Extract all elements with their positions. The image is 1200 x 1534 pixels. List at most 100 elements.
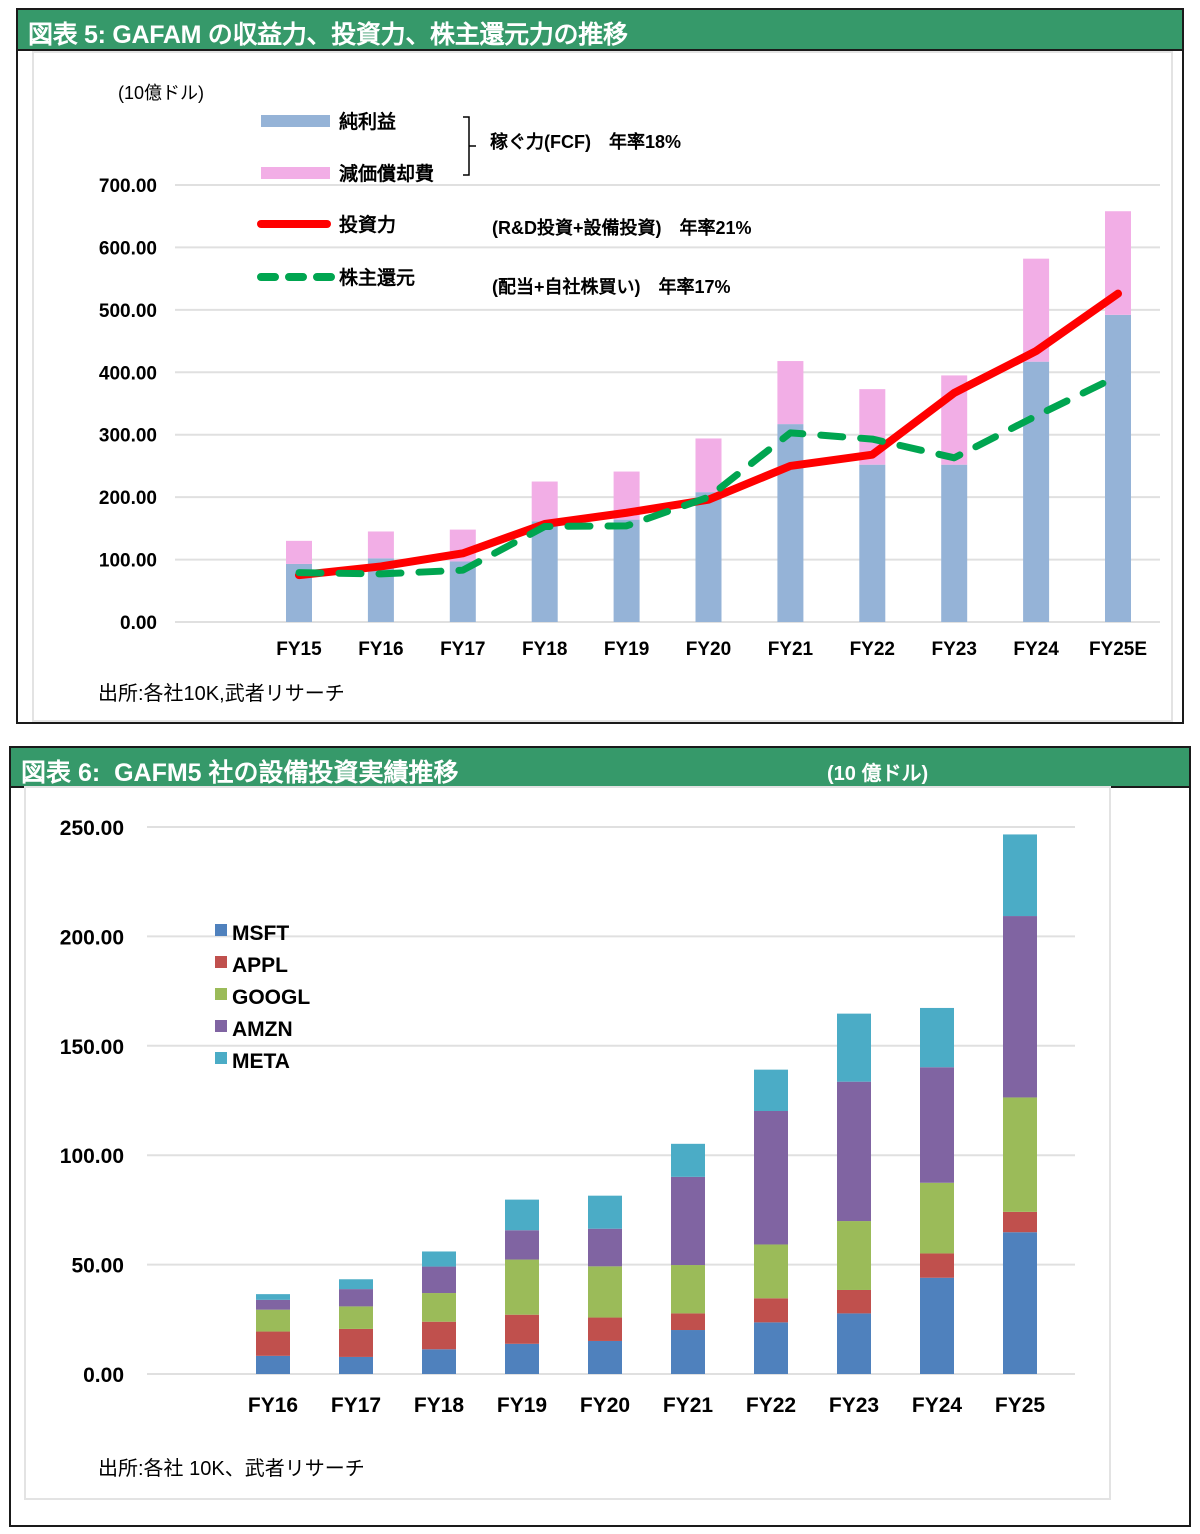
figure6-unit-label: (10 億ドル)	[827, 763, 929, 785]
y-tick-label: 100.00	[60, 1145, 124, 1168]
bar-googl-fy25	[1003, 1097, 1037, 1212]
bar-meta-fy20	[588, 1195, 622, 1229]
x-tick-label: FY15	[276, 639, 322, 660]
y-tick-label: 200.00	[60, 926, 124, 949]
figure5-source: 出所:各社10K,武者リサーチ	[98, 682, 345, 705]
bar-msft-fy19	[505, 1343, 539, 1374]
bar-amzn-fy16	[256, 1299, 290, 1310]
legend-label-investment: 投資力	[339, 213, 396, 236]
figure5-header: 図表 5: GAFAM の収益力、投資力、株主還元力の推移	[18, 10, 1182, 51]
legend-label-msft: MSFT	[232, 922, 289, 945]
bar-googl-fy24	[920, 1182, 954, 1254]
bar-net-income-fy19	[613, 519, 640, 622]
x-tick-label: FY23	[931, 639, 976, 660]
bar-appl-fy19	[505, 1314, 539, 1344]
y-tick-label: 500.00	[99, 301, 157, 322]
legend-label-appl: APPL	[232, 954, 288, 977]
figure6-chart-frame	[24, 786, 1111, 1500]
bar-msft-fy21	[671, 1330, 705, 1374]
x-tick-label: FY22	[746, 1394, 796, 1417]
y-tick-label: 50.00	[71, 1255, 124, 1278]
bar-appl-fy25	[1003, 1211, 1037, 1233]
x-tick-label: FY17	[440, 639, 485, 660]
bar-googl-fy18	[422, 1293, 456, 1322]
legend-swatch-net-income	[261, 115, 330, 127]
bar-googl-fy21	[671, 1265, 705, 1314]
x-tick-label: FY22	[850, 639, 895, 660]
legend-swatch-amzn	[215, 1020, 227, 1032]
y-tick-label: 250.00	[60, 817, 124, 840]
bar-meta-fy22	[754, 1069, 788, 1112]
x-tick-label: FY25	[995, 1394, 1046, 1417]
legend-fcf-note: 稼ぐ力(FCF) 年率18%	[490, 131, 681, 152]
x-tick-label: FY18	[414, 1394, 465, 1417]
figure5-chart-frame	[32, 51, 1173, 722]
bar-googl-fy16	[256, 1309, 290, 1332]
bar-amzn-fy21	[671, 1176, 705, 1266]
bar-depreciation-fy21	[777, 361, 804, 425]
bar-amzn-fy24	[920, 1067, 954, 1183]
x-tick-label: FY20	[580, 1394, 630, 1417]
legend-investment-note: (R&D投資+設備投資) 年率21%	[492, 217, 752, 238]
legend-label-amzn: AMZN	[232, 1018, 293, 1041]
legend-shareholder-return-note: (配当+自社株買い) 年率17%	[492, 276, 731, 297]
bar-amzn-fy22	[754, 1111, 788, 1245]
figure6-source: 出所:各社 10K、武者リサーチ	[98, 1457, 365, 1480]
figure6-header: 図表 6: GAFM5 社の設備投資実績推移 (10 億ドル)	[11, 748, 1189, 788]
y-tick-label: 300.00	[99, 426, 157, 447]
bar-appl-fy21	[671, 1313, 705, 1331]
y-tick-label: 200.00	[99, 488, 157, 509]
bar-amzn-fy20	[588, 1228, 622, 1267]
bar-msft-fy25	[1003, 1232, 1037, 1374]
bar-appl-fy22	[754, 1298, 788, 1323]
bar-meta-fy23	[837, 1013, 871, 1082]
bar-msft-fy17	[339, 1356, 373, 1374]
bar-msft-fy20	[588, 1340, 622, 1374]
y-tick-label: 700.00	[99, 176, 157, 197]
bar-googl-fy19	[505, 1259, 539, 1315]
bar-meta-fy19	[505, 1199, 539, 1231]
bar-appl-fy20	[588, 1317, 622, 1341]
bar-amzn-fy25	[1003, 916, 1037, 1098]
y-tick-label: 0.00	[120, 613, 157, 634]
legend-label-meta: META	[232, 1050, 290, 1073]
y-tick-label: 600.00	[99, 238, 157, 259]
bar-googl-fy23	[837, 1221, 871, 1290]
x-tick-label: FY16	[248, 1394, 298, 1417]
bar-meta-fy24	[920, 1007, 954, 1068]
bar-net-income-fy22	[859, 464, 886, 622]
bar-amzn-fy18	[422, 1266, 456, 1294]
legend-label-shareholder-return: 株主還元	[339, 266, 415, 289]
legend-swatch-googl	[215, 988, 227, 1000]
figure6-legend: MSFT APPL GOOGL AMZN META	[215, 922, 310, 1073]
legend-label-net-income: 純利益	[339, 110, 396, 133]
bar-net-income-fy18	[531, 521, 558, 622]
legend-swatch-depreciation	[261, 167, 330, 179]
bar-appl-fy18	[422, 1321, 456, 1350]
bar-depreciation-fy15	[286, 540, 312, 564]
bar-net-income-fy21	[777, 424, 804, 622]
figure5-title: 図表 5: GAFAM の収益力、投資力、株主還元力の推移	[28, 21, 628, 49]
bar-meta-fy18	[422, 1251, 456, 1267]
y-tick-label: 150.00	[60, 1036, 124, 1059]
bar-appl-fy16	[256, 1331, 290, 1356]
bar-msft-fy18	[422, 1349, 456, 1374]
bar-amzn-fy17	[339, 1289, 373, 1307]
legend-label-googl: GOOGL	[232, 986, 310, 1009]
legend-bracket	[463, 116, 476, 176]
bar-depreciation-fy20	[695, 438, 722, 493]
bar-depreciation-fy16	[367, 531, 394, 559]
figure5-legend: 純利益 減価償却費 稼ぐ力(FCF) 年率18% 投資力 (R&D投資+設備投資…	[257, 110, 752, 297]
bar-msft-fy23	[837, 1313, 871, 1374]
x-tick-label: FY23	[829, 1394, 879, 1417]
x-tick-label: FY16	[358, 639, 403, 660]
bar-googl-fy20	[588, 1266, 622, 1318]
bar-googl-fy17	[339, 1306, 373, 1329]
x-tick-label: FY24	[912, 1394, 963, 1417]
x-tick-label: FY19	[497, 1394, 547, 1417]
x-tick-label: FY21	[663, 1394, 714, 1417]
x-tick-label: FY21	[768, 639, 814, 660]
bar-googl-fy22	[754, 1244, 788, 1299]
figure5-chart: 0.00 100.00 200.00 300.00 400.00 500.00 600.00…	[98, 83, 1160, 705]
legend-label-depreciation: 減価償却費	[339, 162, 434, 185]
